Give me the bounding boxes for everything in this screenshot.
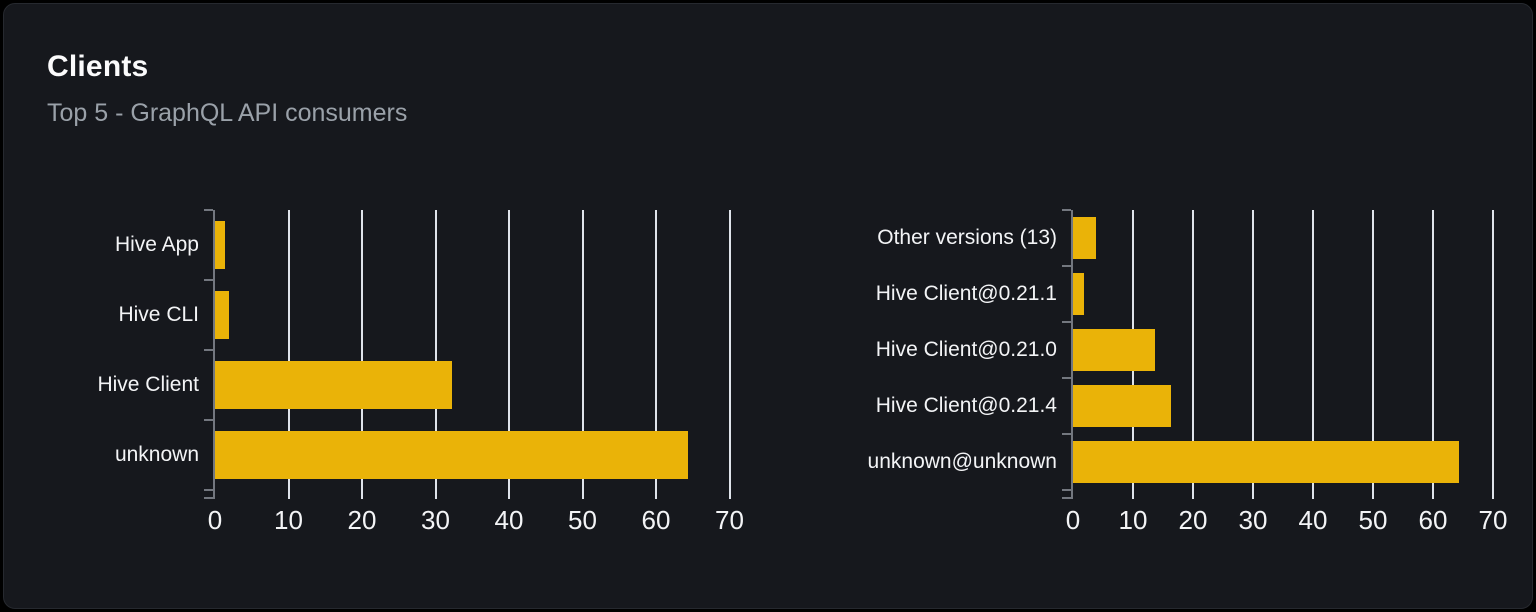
gridline: [1192, 210, 1194, 499]
category-label-other-versions-13: Other versions (13): [877, 226, 1057, 249]
category-label-unknown: unknown: [114, 443, 199, 466]
gridline: [1372, 210, 1374, 499]
axis-tick: [204, 279, 213, 281]
gridline: [1252, 210, 1254, 499]
x-tick-label: 40: [1298, 505, 1328, 535]
x-tick-label: 60: [1418, 505, 1448, 535]
bar-other-versions-13: [1073, 217, 1097, 259]
bar-hive-app: [215, 221, 226, 269]
gridline: [287, 210, 290, 499]
category-label-hive-client-0-21-4: Hive Client@0.21.4: [875, 394, 1057, 417]
x-tick-label: 30: [421, 505, 450, 535]
y-axis-line: [213, 210, 215, 499]
gridline: [434, 210, 437, 499]
category-label-hive-client: Hive Client: [97, 373, 199, 396]
category-label-hive-client-0-21-1: Hive Client@0.21.1: [875, 282, 1057, 305]
clients-by-version-chart: Other versions (13) Hive Client@0.21.1 Hiv…: [868, 209, 1507, 535]
bar-hive-cli: [215, 291, 229, 339]
clients-card: Clients Top 5 - GraphQL API consumers: [3, 3, 1533, 609]
gridline: [508, 210, 510, 499]
gridline: [655, 210, 657, 499]
x-tick-label: 20: [347, 505, 377, 535]
category-label-hive-client-0-21-0: Hive Client@0.21.0: [875, 338, 1057, 361]
bar-unknown: [215, 431, 689, 479]
axis-tick: [1062, 377, 1071, 379]
axis-corner-tick: [204, 497, 213, 499]
bar-hive-client-0-21-0: [1073, 329, 1156, 371]
x-tick-label: 10: [274, 505, 303, 535]
bar-hive-client-0-21-1: [1073, 273, 1084, 315]
gridline: [728, 210, 731, 499]
x-tick-label: 70: [715, 505, 744, 535]
x-tick-label: 70: [1478, 505, 1508, 535]
category-label-hive-app: Hive App: [114, 233, 199, 256]
gridline: [1492, 210, 1494, 499]
category-label-unknown-unknown: unknown@unknown: [867, 450, 1057, 473]
axis-tick: [1062, 209, 1071, 211]
x-tick-label: 50: [568, 505, 597, 535]
x-tick-label: 60: [641, 505, 671, 535]
clients-by-name-chart: Hive App Hive CLI Hive Client unknown 0 10 20 3…: [97, 209, 744, 535]
bar-hive-client: [215, 361, 452, 409]
gridline: [581, 210, 584, 499]
x-tick-label: 50: [1358, 505, 1388, 535]
axis-tick: [1062, 489, 1071, 491]
x-tick-label: 20: [1178, 505, 1208, 535]
x-tick-label: 10: [1118, 505, 1148, 535]
axis-tick: [204, 419, 213, 421]
gridline: [1312, 210, 1314, 499]
axis-tick: [1062, 321, 1071, 323]
axis-tick: [204, 489, 213, 491]
axis-tick: [1062, 265, 1071, 267]
x-tick-label: 0: [1065, 505, 1081, 535]
page-subtitle: Top 5 - GraphQL API consumers: [47, 99, 408, 127]
axis-corner-tick: [1062, 497, 1071, 499]
bar-hive-client-0-21-4: [1073, 385, 1171, 427]
axis-tick: [1062, 433, 1071, 435]
gridline: [361, 210, 363, 499]
gridline: [1432, 210, 1434, 499]
y-axis-line: [1071, 210, 1073, 499]
x-tick-label: 30: [1238, 505, 1268, 535]
x-tick-label: 0: [207, 505, 223, 535]
bar-unknown-unknown: [1073, 441, 1459, 483]
axis-tick: [204, 349, 213, 351]
x-tick-label: 40: [494, 505, 524, 535]
axis-tick: [204, 209, 213, 211]
page-title: Clients: [47, 50, 149, 83]
category-label-hive-cli: Hive CLI: [118, 303, 199, 326]
